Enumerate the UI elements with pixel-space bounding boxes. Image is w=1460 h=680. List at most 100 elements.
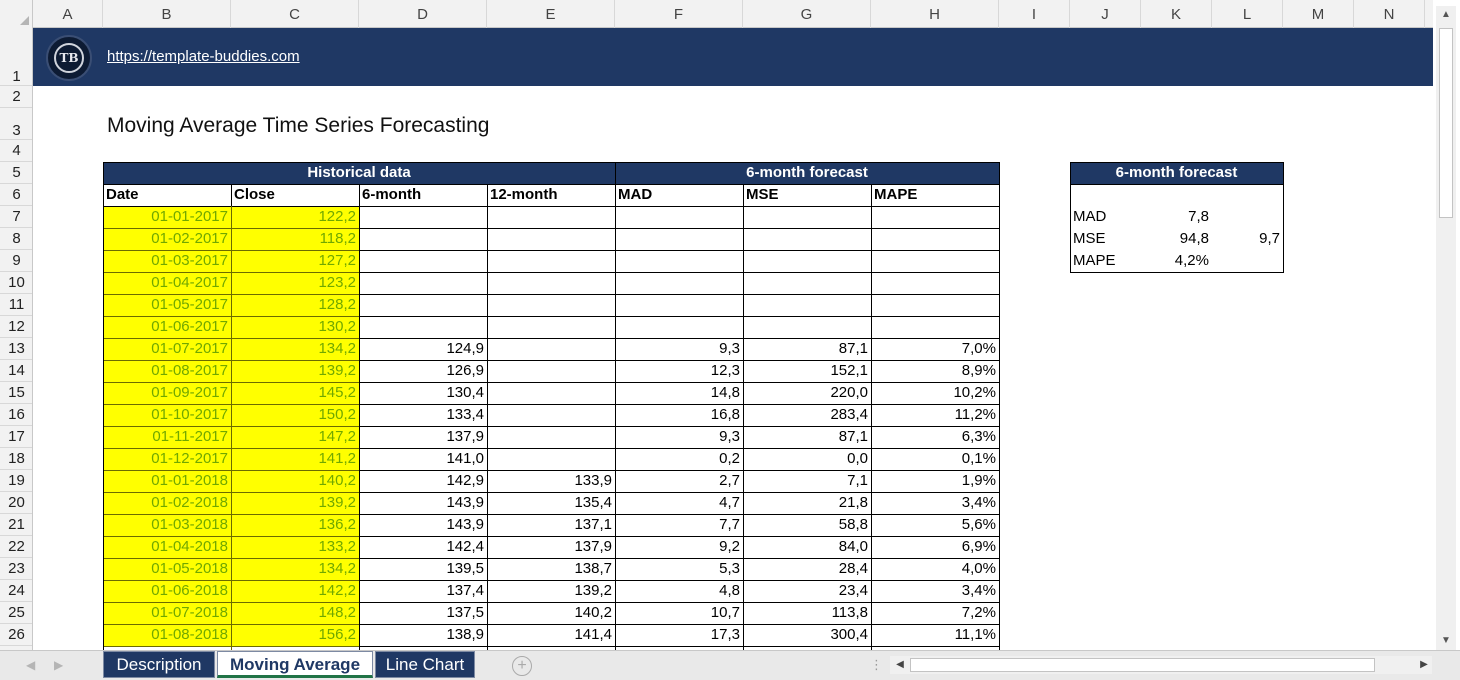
table-cell[interactable]: [871, 206, 999, 228]
column-header[interactable]: D: [359, 0, 487, 28]
row-header[interactable]: 9: [0, 250, 32, 272]
table-cell[interactable]: [359, 294, 487, 316]
table-cell[interactable]: 138,9: [446, 626, 484, 643]
row-header[interactable]: 22: [0, 536, 32, 558]
table-cell[interactable]: [871, 250, 999, 272]
row-header[interactable]: 12: [0, 316, 32, 338]
table-cell[interactable]: 137,5: [446, 604, 484, 621]
table-cell[interactable]: [359, 250, 487, 272]
row-header[interactable]: 20: [0, 492, 32, 514]
table-cell[interactable]: 7,1: [847, 472, 868, 489]
select-all-corner[interactable]: [0, 0, 33, 28]
next-sheet-icon[interactable]: ▶: [54, 658, 64, 672]
row-header[interactable]: 24: [0, 580, 32, 602]
row-header[interactable]: 2: [0, 86, 32, 108]
table-cell[interactable]: 142,2: [231, 580, 359, 602]
table-cell[interactable]: [743, 206, 871, 228]
table-cell[interactable]: [487, 316, 615, 338]
table-cell[interactable]: 11,1%: [954, 626, 996, 643]
table-cell[interactable]: 139,5: [446, 560, 484, 577]
row-header[interactable]: 3: [0, 108, 32, 140]
table-cell[interactable]: 8,9%: [961, 362, 996, 379]
table-cell[interactable]: 128,2: [231, 294, 359, 316]
table-cell[interactable]: 01-02-2018: [103, 492, 231, 514]
table-cell[interactable]: 141,4: [574, 626, 612, 643]
table-cell[interactable]: 4,0%: [961, 560, 996, 577]
table-cell[interactable]: 01-03-2017: [103, 250, 231, 272]
table-cell[interactable]: 133,2: [231, 536, 359, 558]
row-header[interactable]: 15: [0, 382, 32, 404]
table-cell[interactable]: 137,9: [574, 538, 612, 555]
summary-extra[interactable]: 9,7: [1259, 230, 1280, 247]
table-cell[interactable]: 141,2: [231, 448, 359, 470]
table-cell[interactable]: 7,7: [719, 516, 740, 533]
scroll-up-icon[interactable]: ▲: [1441, 9, 1451, 20]
table-cell[interactable]: 145,2: [231, 382, 359, 404]
table-cell[interactable]: 01-06-2017: [103, 316, 231, 338]
row-header[interactable]: 6: [0, 184, 32, 206]
table-cell[interactable]: 01-12-2017: [103, 448, 231, 470]
table-cell[interactable]: 01-08-2018: [103, 624, 231, 646]
table-cell[interactable]: [743, 294, 871, 316]
column-header[interactable]: F: [615, 0, 743, 28]
table-cell[interactable]: [359, 228, 487, 250]
table-cell[interactable]: 01-11-2017: [103, 426, 231, 448]
table-cell[interactable]: 300,4: [830, 626, 868, 643]
table-cell[interactable]: [871, 294, 999, 316]
table-cell[interactable]: 7,2%: [961, 604, 996, 621]
row-header[interactable]: 17: [0, 426, 32, 448]
table-cell[interactable]: 17,3: [710, 626, 740, 643]
table-cell[interactable]: 136,2: [231, 514, 359, 536]
table-cell[interactable]: [487, 448, 615, 470]
table-cell[interactable]: 01-04-2018: [103, 536, 231, 558]
column-header[interactable]: H: [871, 0, 999, 28]
row-header[interactable]: 23: [0, 558, 32, 580]
table-cell[interactable]: 01-07-2017: [103, 338, 231, 360]
table-cell[interactable]: 135,4: [574, 494, 612, 511]
table-cell[interactable]: [615, 206, 743, 228]
column-header[interactable]: N: [1354, 0, 1425, 28]
table-cell[interactable]: 01-07-2018: [103, 602, 231, 624]
table-cell[interactable]: [359, 272, 487, 294]
table-cell[interactable]: 148,2: [231, 602, 359, 624]
column-header[interactable]: G: [743, 0, 871, 28]
table-cell[interactable]: 01-08-2017: [103, 360, 231, 382]
table-cell[interactable]: 137,9: [446, 428, 484, 445]
table-cell[interactable]: [615, 272, 743, 294]
scroll-right-icon[interactable]: ▶: [1420, 659, 1428, 670]
table-cell[interactable]: 140,2: [574, 604, 612, 621]
table-cell[interactable]: 87,1: [838, 340, 868, 357]
table-cell[interactable]: 113,8: [831, 604, 868, 621]
table-cell[interactable]: 01-09-2017: [103, 382, 231, 404]
table-cell[interactable]: [487, 272, 615, 294]
table-cell[interactable]: 139,2: [231, 360, 359, 382]
row-header[interactable]: 18: [0, 448, 32, 470]
table-cell[interactable]: 133,9: [574, 472, 612, 489]
table-cell[interactable]: 139,2: [231, 492, 359, 514]
row-header[interactable]: 16: [0, 404, 32, 426]
table-cell[interactable]: [743, 316, 871, 338]
table-cell[interactable]: [487, 294, 615, 316]
table-cell[interactable]: 01-04-2017: [103, 272, 231, 294]
table-cell[interactable]: 127,2: [231, 250, 359, 272]
row-header[interactable]: 5: [0, 162, 32, 184]
table-cell[interactable]: [487, 426, 615, 448]
table-cell[interactable]: 5,6%: [961, 516, 996, 533]
table-cell[interactable]: 130,4: [446, 384, 484, 401]
table-cell[interactable]: 01-10-2017: [103, 404, 231, 426]
table-cell[interactable]: [487, 382, 615, 404]
table-cell[interactable]: 3,4%: [961, 582, 996, 599]
table-cell[interactable]: 12,3: [710, 362, 740, 379]
table-cell[interactable]: 7,0%: [961, 340, 996, 357]
table-cell[interactable]: 283,4: [830, 406, 868, 423]
summary-value[interactable]: 7,8: [1188, 208, 1209, 225]
table-cell[interactable]: 143,9: [446, 516, 484, 533]
table-cell[interactable]: 0,1%: [961, 450, 996, 467]
sheet-tab[interactable]: Description: [103, 651, 215, 678]
table-cell[interactable]: 123,2: [231, 272, 359, 294]
table-cell[interactable]: [487, 338, 615, 360]
prev-sheet-icon[interactable]: ◀: [26, 658, 36, 672]
table-cell[interactable]: 134,2: [231, 338, 359, 360]
table-cell[interactable]: 14,8: [710, 384, 740, 401]
table-cell[interactable]: 10,2%: [953, 384, 996, 401]
